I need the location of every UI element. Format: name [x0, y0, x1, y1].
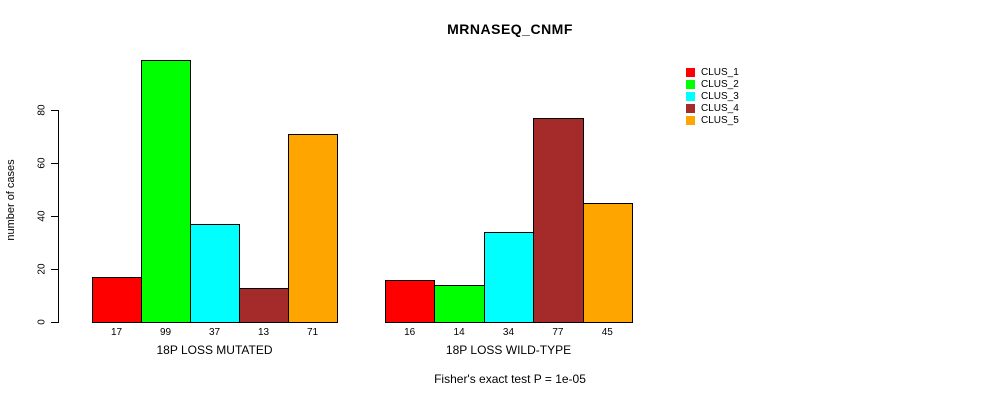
y-axis-tick: [51, 269, 58, 270]
legend-row-clus_5: CLUS_5: [686, 114, 739, 126]
bar-count-label: 13: [257, 327, 270, 338]
y-axis-tick-label: 0: [36, 319, 48, 325]
legend-label: CLUS_4: [701, 102, 739, 114]
bar-count-label: 16: [404, 327, 416, 338]
bar-clus_4-group1: [239, 287, 289, 323]
legend-swatch-clus_4: [686, 103, 695, 113]
bar-clus_3-group2: [483, 231, 535, 323]
bar-count-label: 17: [110, 327, 123, 338]
bar-clus_5-group2: [582, 202, 633, 323]
bar-clus_4-group2: [533, 117, 584, 323]
legend-label: CLUS_3: [701, 90, 739, 102]
y-axis-tick: [51, 163, 58, 164]
legend-row-clus_4: CLUS_4: [686, 102, 739, 114]
y-axis-label: number of cases: [5, 159, 17, 241]
bar-count-label: 99: [159, 327, 172, 338]
bar-count-label: 71: [306, 327, 319, 338]
y-axis-tick: [51, 322, 58, 323]
legend-row-clus_3: CLUS_3: [686, 90, 739, 102]
y-axis-tick-label: 40: [36, 210, 48, 222]
group-label-2: 18P LOSS WILD-TYPE: [445, 343, 572, 357]
bar-clus_1-group1: [92, 276, 142, 323]
y-axis-tick: [51, 216, 58, 217]
y-axis-tick-label: 60: [36, 157, 48, 169]
y-axis-line: [58, 110, 59, 323]
bar-clus_5-group1: [288, 133, 338, 323]
legend-label: CLUS_5: [701, 114, 739, 126]
bar-count-label: 34: [502, 327, 515, 338]
bar-count-label: 77: [552, 327, 564, 338]
legend-row-clus_1: CLUS_1: [686, 66, 739, 78]
legend-swatch-clus_3: [686, 91, 695, 101]
bar-clus_2-group1: [141, 59, 191, 323]
bar-clus_1-group2: [385, 279, 436, 323]
legend-label: CLUS_1: [701, 66, 739, 78]
legend-label: CLUS_2: [701, 78, 739, 90]
bar-count-label: 14: [453, 327, 465, 338]
bar-clus_2-group2: [434, 284, 485, 323]
y-axis-tick: [51, 110, 58, 111]
y-axis-tick-label: 80: [36, 104, 48, 116]
fisher-test-annotation: Fisher's exact test P = 1e-05: [434, 372, 586, 386]
legend-row-clus_2: CLUS_2: [686, 78, 739, 90]
group-label-1: 18P LOSS MUTATED: [156, 343, 273, 357]
bar-count-label: 45: [601, 327, 613, 338]
legend-swatch-clus_1: [686, 67, 695, 77]
bar-count-label: 37: [208, 327, 221, 338]
bar-clus_3-group1: [190, 223, 240, 323]
legend: CLUS_1 CLUS_2 CLUS_3 CLUS_4 CLUS_5: [686, 66, 739, 126]
legend-swatch-clus_5: [686, 115, 695, 125]
legend-swatch-clus_2: [686, 79, 695, 89]
chart-title: MRNASEQ_CNMF: [447, 21, 573, 37]
y-axis-tick-label: 20: [36, 263, 48, 275]
